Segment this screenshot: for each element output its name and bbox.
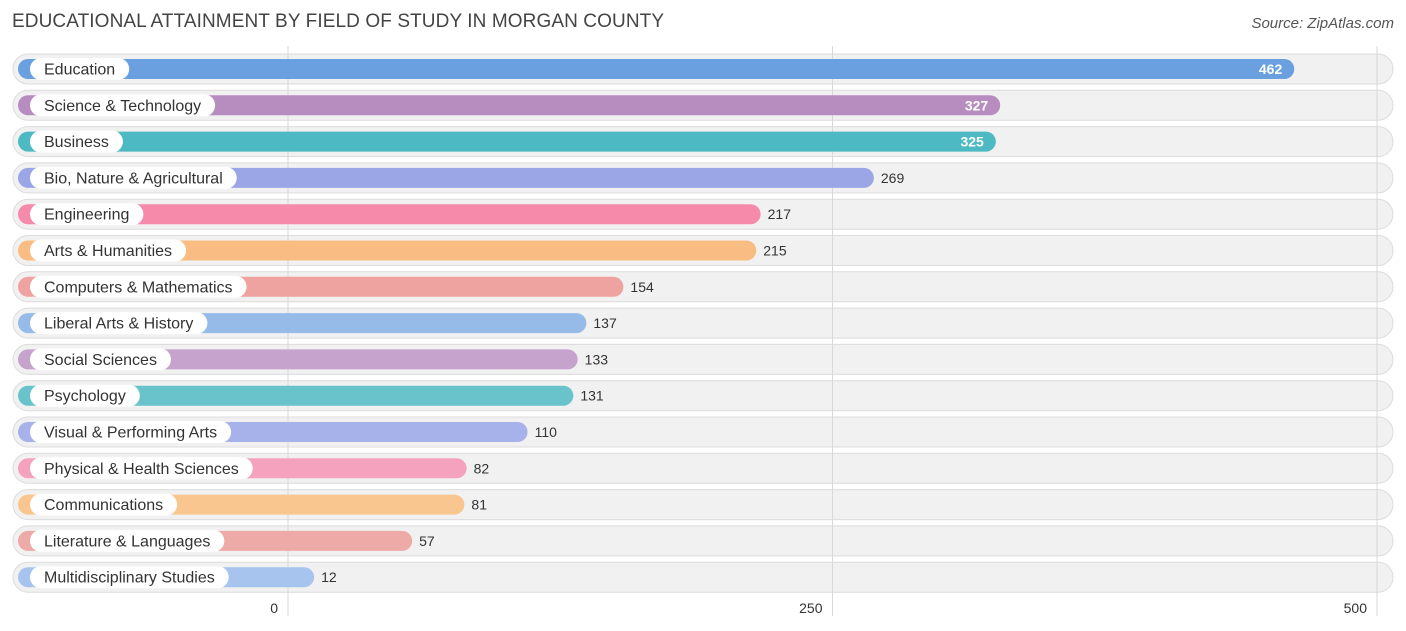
- value-label: 82: [474, 460, 490, 476]
- category-label-pill: [30, 166, 237, 189]
- category-label-pill: [30, 94, 216, 117]
- value-label: 133: [585, 351, 609, 367]
- bar-group: Engineering 217: [18, 203, 792, 226]
- bars: Education 462 Science & Technology 327 Busin…: [18, 58, 1295, 589]
- category-label-pill: [30, 130, 123, 153]
- category-label-pill: [30, 493, 178, 516]
- bar-group: Arts & Humanities 215: [18, 239, 787, 262]
- bar-group: Liberal Arts & History 137: [18, 312, 617, 335]
- category-label-pill: [30, 58, 130, 80]
- category-label: Literature & Languages: [44, 533, 210, 550]
- category-label: Engineering: [44, 207, 129, 224]
- category-label: Psychology: [44, 388, 126, 405]
- category-label: Visual & Performing Arts: [44, 425, 217, 442]
- category-label-pill: [30, 312, 208, 335]
- bar: [18, 385, 574, 406]
- bar-group: Communications 81: [18, 493, 487, 516]
- bar-group: Computers & Mathematics 154: [18, 275, 654, 298]
- category-label: Liberal Arts & History: [44, 316, 193, 333]
- chart-title: EDUCATIONAL ATTAINMENT BY FIELD OF STUDY…: [12, 11, 665, 32]
- category-label: Physical & Health Sciences: [44, 461, 239, 478]
- bar: [18, 131, 996, 152]
- category-label: Business: [44, 134, 109, 151]
- value-label: 269: [881, 170, 905, 186]
- category-label-pill: [30, 239, 187, 262]
- value-label: 327: [965, 97, 989, 113]
- category-label: Computers & Mathematics: [44, 279, 233, 296]
- category-label-pill: [30, 203, 144, 226]
- bar-group: Business 325: [18, 130, 996, 153]
- bar: [18, 59, 1295, 79]
- value-label: 12: [321, 569, 337, 585]
- value-label: 154: [630, 279, 654, 295]
- value-label: 325: [960, 134, 984, 150]
- value-label: 110: [535, 424, 558, 440]
- category-label: Science & Technology: [44, 98, 201, 115]
- bar-group: Science & Technology 327: [18, 94, 1001, 117]
- category-label-pill: [30, 421, 232, 443]
- value-label: 131: [580, 388, 604, 404]
- category-label-pill: [30, 348, 171, 371]
- value-label: 81: [471, 497, 487, 513]
- bar: [18, 240, 757, 261]
- bar-group: Multidisciplinary Studies 12: [18, 566, 337, 589]
- value-label: 57: [419, 533, 435, 549]
- category-label-pill: [30, 566, 229, 589]
- bar-group: Literature & Languages 57: [18, 529, 435, 552]
- value-label: 215: [763, 243, 787, 259]
- x-tick-label: 0: [270, 600, 278, 616]
- bar: [18, 95, 1001, 116]
- category-label-pill: [30, 275, 247, 298]
- category-label: Multidisciplinary Studies: [44, 570, 215, 587]
- bar-group: Education 462: [18, 58, 1295, 80]
- bar-group: Visual & Performing Arts 110: [18, 421, 557, 443]
- category-label: Bio, Nature & Agricultural: [44, 170, 223, 187]
- x-axis-ticks: 0 250 500: [270, 600, 1367, 616]
- category-label-pill: [30, 457, 253, 480]
- value-label: 462: [1259, 61, 1283, 77]
- bar-group: Bio, Nature & Agricultural 269: [18, 166, 905, 189]
- bar: [18, 204, 761, 225]
- x-tick-label: 250: [799, 600, 823, 616]
- chart-source: Source: ZipAtlas.com: [1251, 15, 1394, 32]
- bar-group: Psychology 131: [18, 384, 604, 407]
- bar-group: Physical & Health Sciences 82: [18, 457, 490, 480]
- x-tick-label: 500: [1344, 600, 1368, 616]
- row-background: [12, 561, 1394, 593]
- value-label: 137: [593, 315, 617, 331]
- category-label: Education: [44, 62, 115, 79]
- value-label: 217: [768, 206, 792, 222]
- category-label: Arts & Humanities: [44, 243, 172, 260]
- category-label-pill: [30, 529, 225, 552]
- bar-group: Social Sciences 133: [18, 348, 609, 371]
- category-label: Social Sciences: [44, 352, 157, 369]
- category-label: Communications: [44, 497, 163, 514]
- category-label-pill: [30, 384, 140, 407]
